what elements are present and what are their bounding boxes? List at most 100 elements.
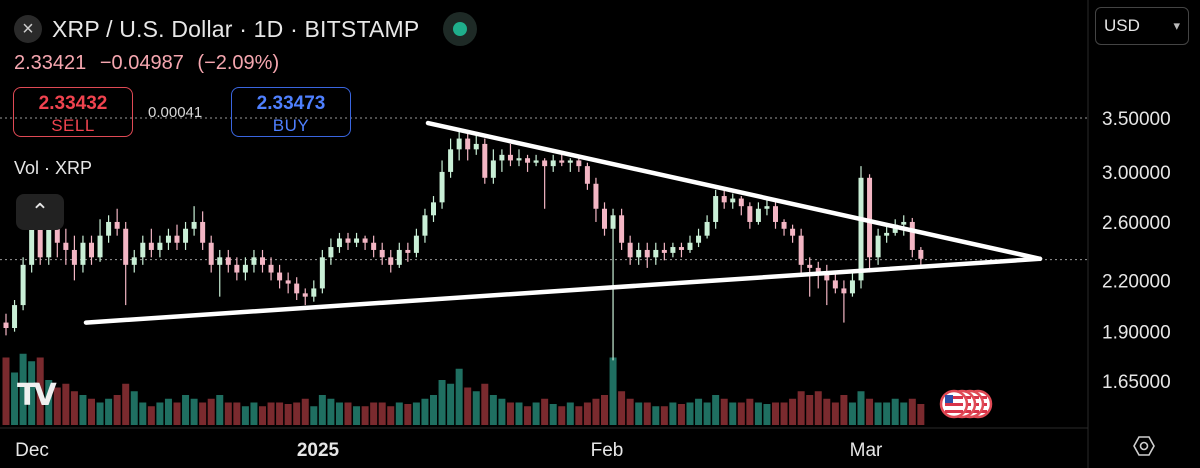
volume-bar	[284, 404, 292, 425]
last-price: 2.33421	[14, 52, 87, 74]
candle-body	[507, 154, 513, 161]
candle-body	[208, 242, 214, 265]
candle-body	[781, 221, 787, 229]
candle-body	[713, 196, 719, 222]
candle	[422, 208, 428, 243]
volume-bar	[831, 402, 839, 425]
candle	[550, 154, 556, 172]
volume-bar	[412, 402, 420, 425]
volume-bar	[643, 402, 651, 425]
candle-body	[396, 249, 402, 265]
candle	[773, 202, 778, 229]
volume-bar	[344, 402, 352, 425]
candle-body	[499, 154, 505, 161]
candle-body	[431, 202, 436, 216]
symbol-title[interactable]: XRP / U.S. Dollar · 1D · BITSTAMP	[52, 15, 420, 42]
volume-bar	[549, 404, 557, 425]
candle	[653, 242, 659, 265]
volume-bar	[575, 406, 583, 425]
volume-bar	[848, 402, 856, 425]
candle	[687, 235, 693, 253]
candle-body	[302, 293, 308, 297]
candle-body	[46, 228, 52, 258]
y-tick-label: 1.90000	[1102, 323, 1171, 344]
candle-body	[790, 228, 796, 236]
candle	[12, 300, 18, 332]
y-tick-label: 3.00000	[1102, 163, 1171, 184]
candle-body	[294, 283, 300, 294]
candle-body	[277, 272, 283, 281]
volume-bar	[164, 398, 172, 425]
candle-body	[678, 247, 684, 250]
candle	[285, 272, 291, 294]
currency-dropdown[interactable]: USD ▾	[1095, 7, 1189, 45]
candle-body	[918, 249, 924, 259]
candle-body	[200, 221, 206, 243]
candle	[738, 196, 744, 216]
volume-bars	[2, 353, 925, 425]
volume-bar	[36, 357, 44, 425]
candle-body	[636, 249, 642, 258]
candle-body	[687, 242, 693, 250]
x-tick-label: Mar	[850, 440, 883, 461]
candle	[713, 189, 719, 229]
candle-body	[559, 160, 565, 163]
candle-body	[362, 238, 368, 243]
candle-body	[165, 235, 171, 243]
candle-body	[884, 232, 890, 236]
candle-body	[542, 160, 548, 167]
candle-body	[106, 221, 112, 236]
volume-bar	[216, 395, 224, 425]
volume-bar	[105, 398, 113, 425]
candle-body	[490, 160, 496, 178]
chevron-up-icon[interactable]: ⌃	[16, 194, 64, 230]
candle-body	[764, 206, 770, 209]
volume-bar	[139, 402, 147, 425]
volume-bar	[840, 395, 848, 425]
candle-body	[97, 235, 103, 258]
candle	[388, 249, 394, 273]
sell-button[interactable]: 2.33432 SELL	[13, 87, 133, 137]
close-icon[interactable]: ×	[14, 15, 42, 43]
flag-stripe	[945, 403, 963, 406]
x-tick-label: 2025	[297, 440, 340, 461]
volume-bar	[558, 406, 566, 425]
volume-bar	[908, 398, 916, 425]
candle	[807, 257, 813, 297]
candle-body	[550, 160, 556, 167]
candle	[593, 177, 599, 222]
volume-bar	[430, 395, 437, 425]
buy-price: 2.33473	[256, 93, 326, 114]
candle	[918, 247, 924, 265]
candle-body	[413, 235, 419, 253]
candle-body	[473, 143, 479, 150]
candle-body	[730, 198, 736, 203]
candle-body	[670, 247, 676, 253]
candle	[678, 242, 684, 258]
y-tick-label: 2.60000	[1102, 213, 1171, 234]
volume-bar	[335, 402, 343, 425]
candle-body	[832, 280, 838, 289]
triangle-trendlines	[83, 120, 1043, 325]
candle	[71, 235, 77, 281]
volume-bar	[378, 402, 386, 425]
volume-bar	[404, 404, 412, 425]
candle-body	[584, 166, 590, 184]
candle-body	[114, 221, 120, 229]
candle	[610, 208, 616, 361]
buy-button[interactable]: 2.33473 BUY	[231, 87, 351, 137]
candle	[456, 128, 462, 161]
candle	[345, 232, 351, 250]
candle	[875, 228, 881, 265]
settings-icon[interactable]	[1133, 435, 1155, 457]
candle-body	[909, 221, 915, 250]
horizontal-levels	[0, 117, 1088, 261]
candle	[867, 174, 873, 273]
candle	[242, 257, 248, 281]
volume-bar	[2, 357, 10, 425]
volume-bar	[464, 387, 472, 425]
candle	[798, 228, 804, 273]
events-badges[interactable]	[939, 389, 993, 419]
candle-body	[593, 183, 599, 209]
